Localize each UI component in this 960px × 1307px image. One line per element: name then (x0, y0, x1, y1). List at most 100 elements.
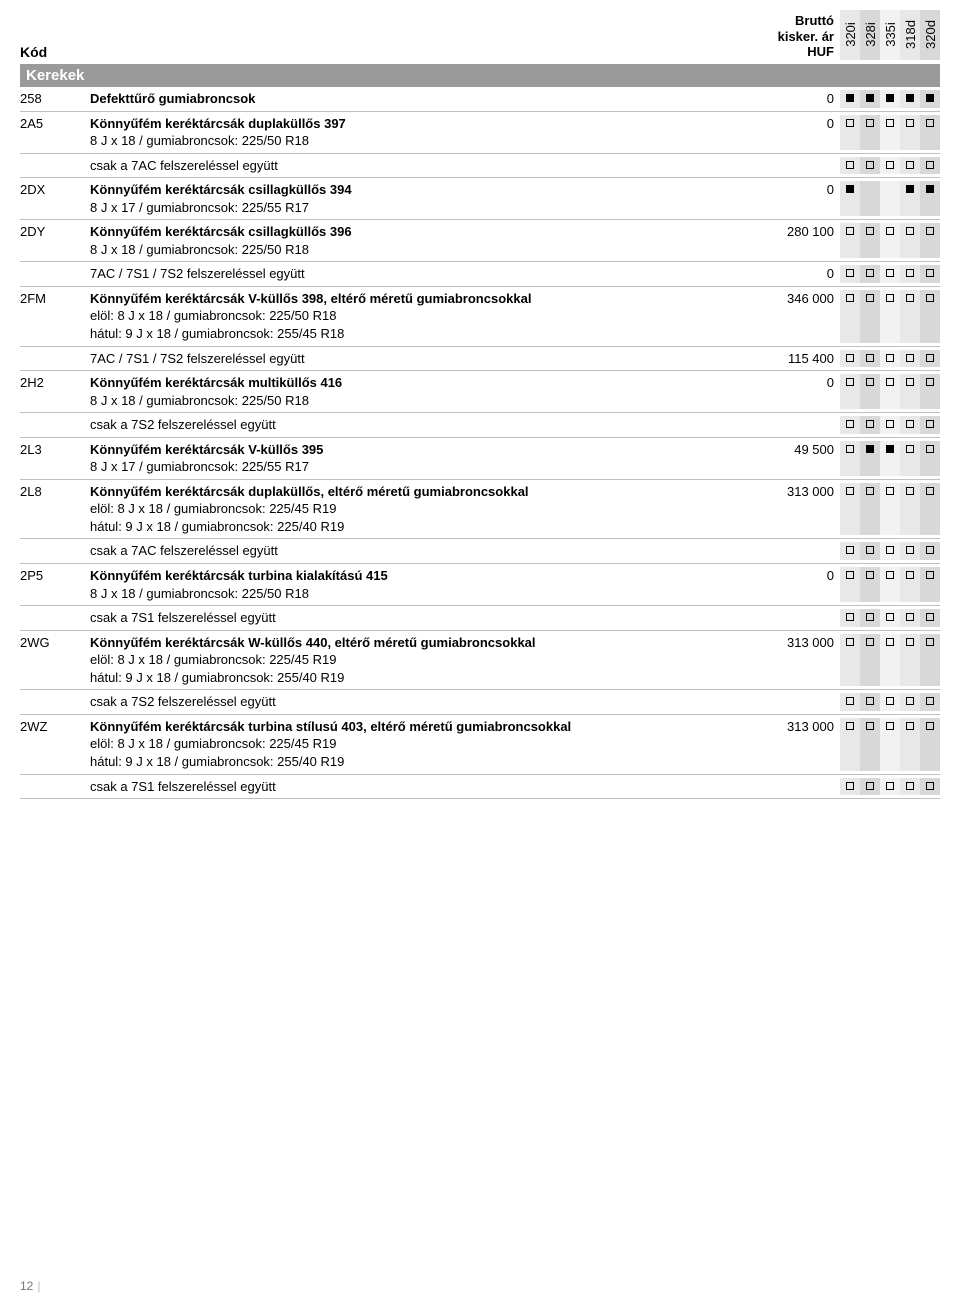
cell-code: 2P5 (20, 567, 90, 585)
cell-models (840, 115, 940, 150)
marker-empty-icon (906, 782, 914, 790)
section-header: Kerekek (20, 64, 940, 87)
model-cell (860, 157, 880, 175)
cell-desc: csak a 7S2 felszereléssel együtt (90, 416, 760, 434)
model-cell (860, 181, 880, 216)
marker-empty-icon (846, 378, 854, 386)
header-model-label: 320i (843, 22, 858, 47)
table-row: 2FMKönnyűfém keréktárcsák V-küllős 398, … (20, 287, 940, 347)
row-subtext: hátul: 9 J x 18 / gumiabroncsok: 225/40 … (90, 518, 760, 536)
model-cell (860, 115, 880, 150)
model-cell (880, 90, 900, 108)
row-title: Könnyűfém keréktárcsák W-küllős 440, elt… (90, 634, 760, 652)
marker-empty-icon (926, 571, 934, 579)
marker-filled-icon (886, 94, 894, 102)
model-cell (860, 609, 880, 627)
marker-empty-icon (886, 697, 894, 705)
marker-filled-icon (866, 445, 874, 453)
marker-empty-icon (906, 445, 914, 453)
model-cell (900, 265, 920, 283)
header-model-col: 320i (840, 10, 860, 60)
marker-empty-icon (846, 571, 854, 579)
row-title: Könnyűfém keréktárcsák multiküllős 416 (90, 374, 760, 392)
marker-empty-icon (926, 161, 934, 169)
model-cell (900, 483, 920, 536)
marker-empty-icon (866, 722, 874, 730)
model-cell (860, 693, 880, 711)
cell-code: 2L3 (20, 441, 90, 459)
model-cell (880, 718, 900, 771)
cell-desc: csak a 7AC felszereléssel együtt (90, 157, 760, 175)
model-cell (880, 634, 900, 687)
header-price-line1: Bruttó (760, 13, 834, 29)
row-subtext: hátul: 9 J x 18 / gumiabroncsok: 255/45 … (90, 325, 760, 343)
model-cell (920, 374, 940, 409)
model-cell (920, 542, 940, 560)
cell-models (840, 90, 940, 108)
row-subtext: csak a 7AC felszereléssel együtt (90, 542, 760, 560)
header-price-line2: kisker. ár (760, 29, 834, 45)
row-title: Könnyűfém keréktárcsák duplaküllős, elté… (90, 483, 760, 501)
table-row: csak a 7S1 felszereléssel együtt (20, 606, 940, 631)
marker-empty-icon (926, 546, 934, 554)
marker-empty-icon (866, 487, 874, 495)
cell-models (840, 265, 940, 283)
marker-empty-icon (906, 227, 914, 235)
row-subtext: 8 J x 18 / gumiabroncsok: 225/50 R18 (90, 132, 760, 150)
cell-desc: Könnyűfém keréktárcsák csillagküllős 394… (90, 181, 760, 216)
model-cell (840, 542, 860, 560)
cell-desc: Könnyűfém keréktárcsák turbina stílusú 4… (90, 718, 760, 771)
model-cell (880, 778, 900, 796)
cell-code: 2FM (20, 290, 90, 308)
model-cell (860, 567, 880, 602)
cell-price: 0 (760, 567, 840, 585)
cell-models (840, 223, 940, 258)
row-subtext: 7AC / 7S1 / 7S2 felszereléssel együtt (90, 265, 760, 283)
table-row: 7AC / 7S1 / 7S2 felszereléssel együtt115… (20, 347, 940, 372)
model-cell (920, 483, 940, 536)
cell-models (840, 350, 940, 368)
table-row: 2DXKönnyűfém keréktárcsák csillagküllős … (20, 178, 940, 220)
model-cell (860, 290, 880, 343)
cell-code: 2A5 (20, 115, 90, 133)
cell-code: 258 (20, 90, 90, 108)
cell-desc: csak a 7S1 felszereléssel együtt (90, 778, 760, 796)
cell-desc: Könnyűfém keréktárcsák V-küllős 3958 J x… (90, 441, 760, 476)
marker-empty-icon (846, 294, 854, 302)
cell-price: 313 000 (760, 634, 840, 652)
cell-models (840, 483, 940, 536)
row-title: Defekttűrő gumiabroncsok (90, 90, 760, 108)
model-cell (920, 223, 940, 258)
cell-price: 0 (760, 181, 840, 199)
cell-desc: 7AC / 7S1 / 7S2 felszereléssel együtt (90, 350, 760, 368)
header-model-label: 320d (923, 20, 938, 49)
cell-price: 280 100 (760, 223, 840, 241)
cell-price: 313 000 (760, 718, 840, 736)
table-row: 2L8Könnyűfém keréktárcsák duplaküllős, e… (20, 480, 940, 540)
cell-desc: Könnyűfém keréktárcsák duplaküllős, elté… (90, 483, 760, 536)
cell-desc: Könnyűfém keréktárcsák duplaküllős 3978 … (90, 115, 760, 150)
model-cell (840, 350, 860, 368)
model-cell (900, 181, 920, 216)
marker-empty-icon (906, 697, 914, 705)
model-cell (920, 265, 940, 283)
marker-empty-icon (846, 445, 854, 453)
marker-empty-icon (886, 420, 894, 428)
model-cell (920, 441, 940, 476)
header-price-line3: HUF (760, 44, 834, 60)
marker-empty-icon (926, 119, 934, 127)
table-row: 2WGKönnyűfém keréktárcsák W-küllős 440, … (20, 631, 940, 691)
header-model-label: 328i (863, 22, 878, 47)
model-cell (840, 223, 860, 258)
row-subtext: 8 J x 18 / gumiabroncsok: 225/50 R18 (90, 241, 760, 259)
marker-empty-icon (906, 571, 914, 579)
row-subtext: csak a 7S2 felszereléssel együtt (90, 693, 760, 711)
marker-empty-icon (926, 697, 934, 705)
model-cell (840, 634, 860, 687)
model-cell (840, 265, 860, 283)
marker-empty-icon (846, 227, 854, 235)
model-cell (860, 634, 880, 687)
row-subtext: csak a 7S1 felszereléssel együtt (90, 778, 760, 796)
model-cell (900, 634, 920, 687)
model-cell (880, 157, 900, 175)
